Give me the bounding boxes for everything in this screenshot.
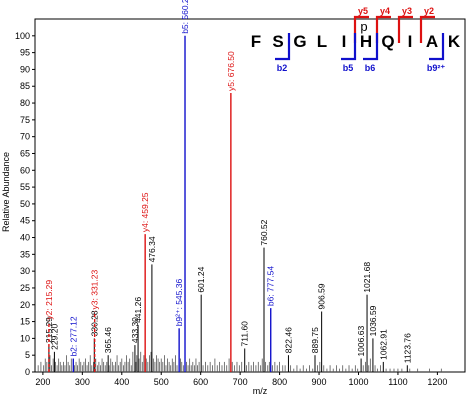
x-tick-label: 1100	[388, 377, 407, 387]
b-label: b5	[343, 63, 354, 73]
peak-label: 1123.76	[402, 333, 412, 363]
peak-label: 1021.68	[362, 262, 372, 293]
y-label: y4	[380, 6, 390, 16]
peak-label: 441.26	[133, 297, 143, 323]
y-axis-title: Relative Abundance	[1, 152, 11, 232]
y-tick-label: 30	[20, 266, 30, 276]
y-tick-label: 25	[20, 283, 30, 293]
y-tick-label: 35	[20, 249, 30, 259]
plot-border	[34, 18, 466, 373]
b-bracket	[363, 33, 379, 61]
noise-peaks	[37, 351, 442, 372]
y-label: y5	[358, 6, 368, 16]
y-tick-label: 15	[20, 317, 30, 327]
peak-label: 760.52	[259, 219, 269, 245]
peak-label: 601.24	[196, 266, 206, 292]
y-tick-label: 20	[20, 300, 30, 310]
residue-a: A	[426, 32, 438, 51]
y-tick-label: 40	[20, 233, 30, 243]
peak-label: b6: 777.54	[266, 266, 276, 306]
residue-i: I	[408, 32, 413, 51]
y-tick-label: 65	[20, 148, 30, 158]
y-tick-label: 55	[20, 182, 30, 192]
x-tick-label: 400	[114, 377, 129, 387]
peak-label: b5: 560.26	[180, 0, 190, 34]
x-tick-label: 700	[233, 377, 248, 387]
peak-label: 822.46	[283, 327, 293, 353]
peak-label: 365.46	[103, 327, 113, 353]
peak-label: y2: 215.29	[44, 280, 54, 320]
peak-label: 229.20	[49, 324, 59, 350]
b-bracket	[429, 33, 445, 61]
x-tick-label: 1000	[348, 377, 368, 387]
residue-k: K	[448, 32, 461, 51]
peak-label: 1036.59	[368, 305, 378, 336]
y-tick-label: 95	[20, 48, 30, 58]
peak-label: b2: 277.12	[68, 316, 78, 356]
residue-i: I	[342, 32, 347, 51]
x-tick-label: 800	[272, 377, 287, 387]
residue-l: L	[317, 32, 327, 51]
peak-label: 433.30	[130, 317, 140, 343]
residue-q: Q	[381, 32, 394, 51]
b-bracket	[341, 33, 357, 61]
peak-label: y4: 459.25	[140, 192, 150, 232]
peak-label: 711.60	[240, 321, 250, 347]
peak-label: 906.59	[317, 283, 327, 309]
axes: 0 5 10 15 20 25 30 35 40 45 50 55 60 65 70 75 80 85 90 95 10…	[15, 31, 447, 387]
peak-label: 1062.91	[378, 329, 388, 360]
b-label: b9²⁺	[427, 63, 446, 73]
x-tick-label: 600	[193, 377, 208, 387]
peak-label: 330.28	[89, 310, 99, 336]
residue-s: S	[272, 32, 283, 51]
y-tick-label: 10	[20, 333, 30, 343]
residue-f: F	[251, 32, 261, 51]
peak-label: b9²⁺: 545.36	[174, 279, 184, 327]
residue-h: H	[360, 32, 372, 51]
x-axis-title: m/z	[253, 386, 268, 396]
y-tick-label: 75	[20, 115, 30, 125]
x-tick-label: 1200	[427, 377, 447, 387]
peak-label: y3: 331.23	[90, 270, 100, 310]
x-tick-label: 200	[35, 377, 50, 387]
peak-label: 1006.63	[356, 326, 366, 357]
phospho-mark: p	[360, 19, 367, 34]
y-bracket	[397, 15, 413, 43]
y-tick-label: 80	[20, 98, 30, 108]
plot-frame	[34, 18, 466, 373]
residue-g: G	[293, 32, 306, 51]
y-tick-label: 0	[25, 367, 30, 377]
y-label: y2	[424, 6, 434, 16]
peak-label: 889.75	[310, 327, 320, 353]
y-tick-label: 90	[20, 64, 30, 74]
peak-label: y5: 676.50	[226, 51, 236, 91]
y-tick-label: 5	[25, 350, 30, 360]
y-tick-label: 85	[20, 81, 30, 91]
b-label: b6	[365, 63, 376, 73]
y-bracket	[419, 15, 435, 43]
x-tick-label: 300	[75, 377, 90, 387]
x-tick-label: 500	[154, 377, 169, 387]
y-tick-label: 50	[20, 199, 30, 209]
b-label: b2	[277, 63, 288, 73]
y-label: y3	[402, 6, 412, 16]
y-tick-label: 45	[20, 216, 30, 226]
y-tick-label: 70	[20, 132, 30, 142]
b-bracket	[275, 33, 291, 61]
x-tick-label: 900	[312, 377, 327, 387]
peak-label: 476.34	[147, 236, 157, 262]
y-tick-label: 100	[15, 31, 30, 41]
y-tick-label: 60	[20, 165, 30, 175]
